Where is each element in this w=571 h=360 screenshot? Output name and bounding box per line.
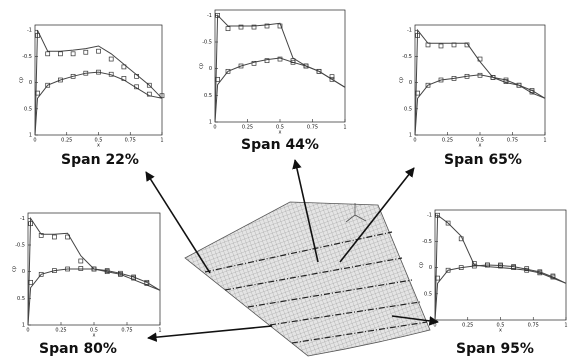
y-tick-label: 0 bbox=[409, 80, 412, 86]
x-axis-label: x bbox=[479, 143, 482, 149]
x-tick-label: 0 bbox=[433, 323, 436, 329]
wing bbox=[185, 202, 430, 356]
cp-square bbox=[52, 235, 56, 239]
x-tick-label: 0.75 bbox=[121, 328, 132, 334]
y-tick-label: 1 bbox=[429, 318, 432, 324]
y-axis-label: cp bbox=[19, 77, 25, 83]
x-tick-label: 1 bbox=[343, 125, 346, 131]
plot-frame bbox=[415, 25, 545, 135]
cp-square bbox=[84, 50, 88, 54]
y-tick-label: -1 bbox=[20, 216, 25, 222]
y-tick-label: 1 bbox=[409, 133, 412, 139]
x-tick-label: 0.25 bbox=[462, 323, 473, 329]
cp-square bbox=[58, 52, 62, 56]
cp-square bbox=[226, 27, 230, 31]
x-tick-label: 0 bbox=[413, 138, 416, 144]
y-tick-label: 0.5 bbox=[424, 291, 432, 297]
caption: Span 65% bbox=[444, 152, 522, 168]
x-tick-label: 0.25 bbox=[61, 138, 72, 144]
x-tick-label: 0 bbox=[33, 138, 36, 144]
y-tick-label: -1 bbox=[407, 28, 412, 34]
x-axis-label: x bbox=[97, 143, 100, 149]
y-tick-label: 0 bbox=[22, 269, 25, 275]
x-tick-label: 0 bbox=[26, 328, 29, 334]
caption: Span 44% bbox=[241, 137, 319, 153]
x-tick-label: 0.25 bbox=[442, 138, 453, 144]
y-tick-label: -0.5 bbox=[15, 243, 25, 249]
y-tick-label: 0 bbox=[29, 80, 32, 86]
x-axis-label: x bbox=[93, 333, 96, 339]
x-tick-label: 1 bbox=[160, 138, 163, 144]
cp-line bbox=[35, 72, 162, 135]
x-tick-label: 1 bbox=[564, 323, 567, 329]
x-tick-label: 0.25 bbox=[55, 328, 66, 334]
cp-line bbox=[415, 75, 545, 135]
cp-line bbox=[215, 58, 345, 122]
x-tick-label: 0.75 bbox=[507, 138, 518, 144]
x-tick-label: 0.75 bbox=[528, 323, 539, 329]
cp-square bbox=[109, 57, 113, 61]
y-tick-label: -1 bbox=[427, 213, 432, 219]
x-tick-label: 0 bbox=[213, 125, 216, 131]
y-tick-label: 0.5 bbox=[204, 93, 212, 99]
cp-line bbox=[28, 218, 160, 325]
x-tick-label: 1 bbox=[543, 138, 546, 144]
y-tick-label: -0.5 bbox=[402, 54, 412, 60]
x-axis-label: x bbox=[499, 328, 502, 334]
y-axis-label: cp bbox=[399, 77, 405, 83]
x-tick-label: 1 bbox=[158, 328, 161, 334]
caption: Span 80% bbox=[39, 341, 117, 357]
plot-frame bbox=[215, 10, 345, 122]
y-tick-label: 0 bbox=[429, 265, 432, 271]
cp-square bbox=[79, 266, 83, 270]
y-tick-label: -0.5 bbox=[22, 54, 32, 60]
cp-line bbox=[28, 269, 160, 325]
figure: -1-0.500.5100.250.50.751xcpSpan 22%-1-0.… bbox=[0, 0, 571, 360]
y-tick-label: 0.5 bbox=[17, 296, 25, 302]
y-tick-label: -0.5 bbox=[422, 239, 432, 245]
cp-square bbox=[79, 259, 83, 263]
y-tick-label: 1 bbox=[22, 323, 25, 329]
cp-line bbox=[435, 215, 566, 320]
caption: Span 22% bbox=[61, 152, 139, 168]
y-tick-label: -1 bbox=[27, 28, 32, 34]
x-axis-label: x bbox=[279, 130, 282, 136]
x-tick-label: 0.75 bbox=[125, 138, 136, 144]
y-tick-label: 0.5 bbox=[24, 106, 32, 112]
x-tick-label: 0.25 bbox=[242, 125, 253, 131]
cp-line bbox=[435, 265, 566, 320]
cp-square bbox=[439, 44, 443, 48]
caption: Span 95% bbox=[456, 341, 534, 357]
cp-square bbox=[46, 52, 50, 56]
y-tick-label: 1 bbox=[209, 120, 212, 126]
x-tick-label: 0.75 bbox=[307, 125, 318, 131]
y-tick-label: 0.5 bbox=[404, 106, 412, 112]
y-axis-label: cp bbox=[12, 266, 18, 272]
y-tick-label: 1 bbox=[29, 133, 32, 139]
y-axis-label: cp bbox=[199, 63, 205, 69]
y-tick-label: -1 bbox=[207, 13, 212, 19]
cp-square bbox=[71, 52, 75, 56]
y-tick-label: -0.5 bbox=[202, 40, 212, 46]
chart: -1-0.500.5100.250.50.751xcpSpan 44% bbox=[199, 10, 347, 153]
cp-square bbox=[97, 49, 101, 53]
y-tick-label: 0 bbox=[209, 66, 212, 72]
y-axis-label: cp bbox=[419, 262, 425, 268]
